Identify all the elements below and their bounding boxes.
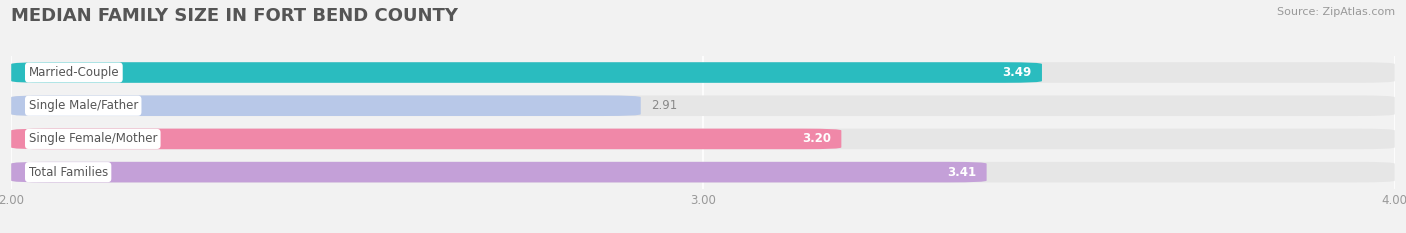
FancyBboxPatch shape — [11, 129, 841, 149]
Text: Married-Couple: Married-Couple — [28, 66, 120, 79]
Text: 3.49: 3.49 — [1002, 66, 1032, 79]
Text: Total Families: Total Families — [28, 166, 108, 179]
FancyBboxPatch shape — [11, 62, 1042, 83]
Text: 3.20: 3.20 — [801, 132, 831, 145]
FancyBboxPatch shape — [11, 62, 1395, 83]
FancyBboxPatch shape — [11, 162, 1395, 182]
Text: 2.91: 2.91 — [651, 99, 678, 112]
FancyBboxPatch shape — [11, 96, 641, 116]
Text: Single Female/Mother: Single Female/Mother — [28, 132, 157, 145]
Text: Source: ZipAtlas.com: Source: ZipAtlas.com — [1277, 7, 1395, 17]
Text: 3.41: 3.41 — [948, 166, 976, 179]
FancyBboxPatch shape — [11, 129, 1395, 149]
Text: MEDIAN FAMILY SIZE IN FORT BEND COUNTY: MEDIAN FAMILY SIZE IN FORT BEND COUNTY — [11, 7, 458, 25]
Text: Single Male/Father: Single Male/Father — [28, 99, 138, 112]
FancyBboxPatch shape — [11, 162, 987, 182]
FancyBboxPatch shape — [11, 96, 1395, 116]
